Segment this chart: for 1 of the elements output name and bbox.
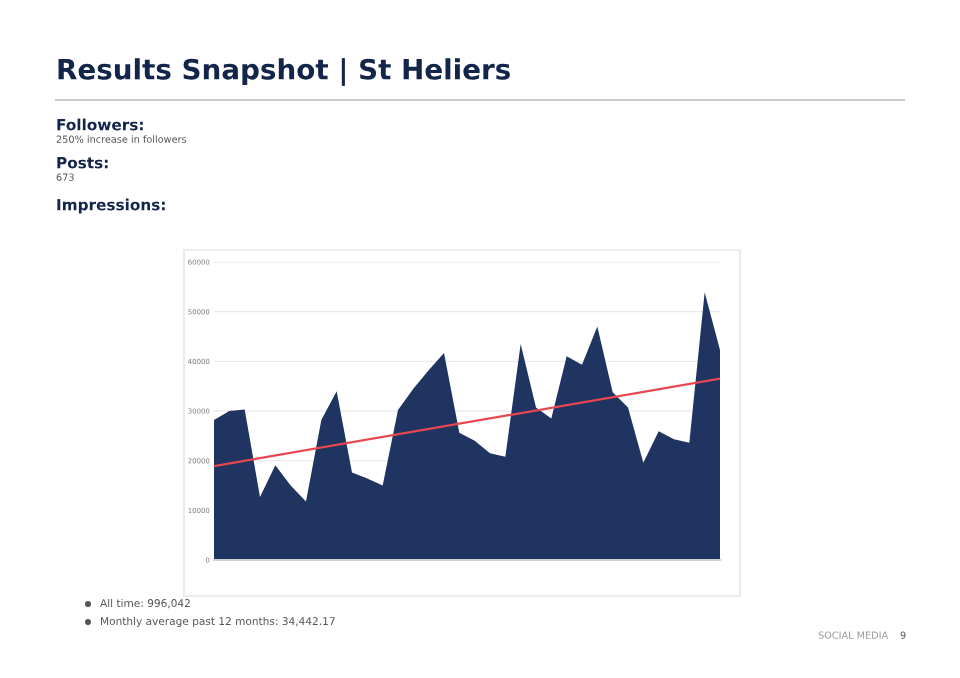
- chart-title: Results Snapshot | St Heliers: [58, 58, 510, 86]
